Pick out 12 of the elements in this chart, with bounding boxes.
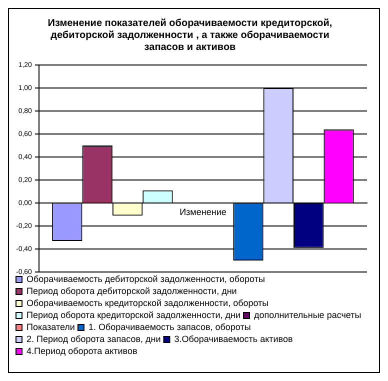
legend-label: 2. Период оборота запасов, дни bbox=[26, 334, 161, 344]
legend-label: Период оборота дебиторской задолженности, дни bbox=[26, 286, 237, 296]
legend-label: 1. Оборачиваемость запасов, обороты bbox=[88, 322, 251, 332]
legend-label: Показатели bbox=[26, 322, 75, 332]
legend-label: 4.Период оборота активов bbox=[26, 346, 138, 356]
x-tick-label: Изменение bbox=[180, 206, 226, 217]
legend-label: 3.Оборачиваемость активов bbox=[174, 334, 293, 344]
legend-label: дополнительные расчеты bbox=[254, 310, 362, 320]
chart-title: Изменение показателей оборачиваемости кредиторской, дебиторской задолженности , а также оборачиваемости запасов и активов bbox=[48, 18, 332, 53]
legend-label: Период оборота кредиторской задолженности, дни bbox=[26, 310, 241, 320]
legend-label: Оборачиваемость кредиторской задолженности, обороты bbox=[26, 298, 269, 308]
legend-label: Оборачиваемость дебиторской задолженности, обороты bbox=[26, 274, 265, 284]
